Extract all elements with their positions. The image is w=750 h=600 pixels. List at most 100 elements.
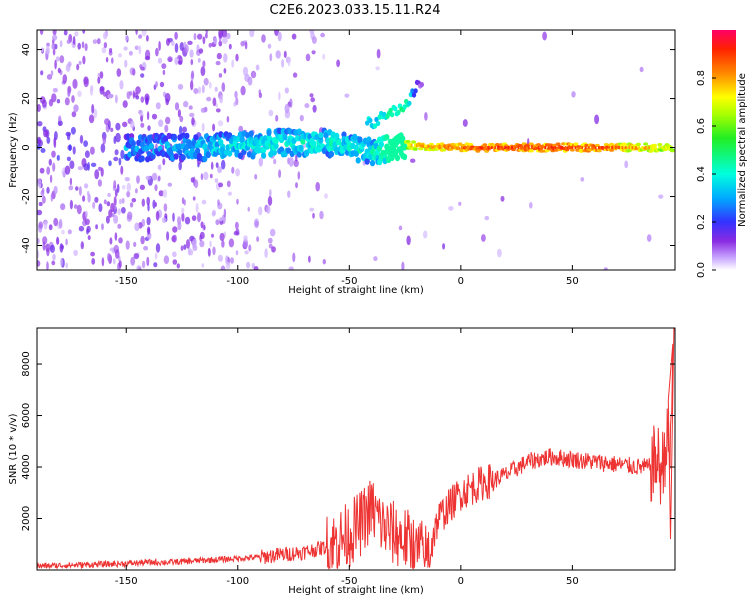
colorbar-label: Normalized spectral amplitude [737, 73, 748, 227]
spectrogram-noise-cell [166, 38, 170, 46]
spectrogram-noise-cell [76, 63, 80, 71]
spectrogram-core-cell [464, 146, 466, 150]
spectrogram-noise-cell [267, 237, 273, 244]
spectrogram-noise-cell [105, 215, 110, 224]
spectrogram-noise-cell [40, 148, 46, 153]
snr-frame [36, 327, 676, 571]
spectrogram-noise-cell [319, 210, 324, 220]
spectrogram-noise-cell [121, 197, 125, 204]
spectrogram-noise-cell [261, 34, 266, 43]
spectrogram-noise-cell [118, 198, 122, 205]
spectrogram-noise-cell [639, 66, 644, 73]
spectrogram-core-cell [598, 146, 600, 150]
spectrogram-noise-cell [406, 235, 411, 246]
spectrogram-noise-cell [124, 59, 128, 68]
spectrogram-core-cell [417, 144, 420, 148]
spectrogram-main-cell [286, 147, 292, 154]
spectrogram-noise-cell [82, 30, 86, 34]
spectrogram-noise-cell [246, 261, 251, 269]
spectrogram-noise-cell [59, 40, 63, 48]
spectrogram-noise-cell [52, 162, 56, 172]
spectrogram-noise-cell [46, 166, 51, 175]
spectrogram-noise-cell [122, 121, 128, 128]
spectrogram-noise-cell [49, 244, 56, 253]
spectrogram-noise-cell [126, 182, 131, 192]
spectrogram-noise-cell [210, 161, 214, 170]
spectrogram-core-cell [594, 146, 597, 150]
spectrogram-noise-cell [37, 178, 42, 187]
spectrogram-secondary-cell [411, 92, 417, 98]
spectrogram-main-cell [202, 143, 208, 150]
spectrogram-main-cell [561, 142, 566, 146]
spectrogram-noise-cell [271, 246, 276, 253]
spectrogram-core-cell [638, 146, 640, 150]
spectrogram-noise-cell [398, 225, 403, 231]
spectrogram-noise-cell [309, 93, 314, 98]
spectrogram-noise-cell [58, 218, 63, 229]
spectrogram-noise-cell [542, 31, 547, 41]
spectrogram-noise-cell [222, 36, 228, 45]
spectrogram-noise-cell [212, 246, 216, 256]
spectrogram-core-cell [460, 146, 463, 150]
spectrogram-main-cell [584, 143, 590, 147]
spectrogram-noise-cell [127, 211, 133, 220]
x-tick-label: -150 [115, 576, 138, 587]
spectrogram-noise-cell [90, 251, 95, 257]
spectrogram-main-cell [603, 143, 609, 147]
spectrogram-noise-cell [184, 44, 189, 53]
spectrogram-noise-cell [117, 208, 121, 215]
spectrogram-noise-cell [85, 210, 88, 218]
spectrogram-noise-cell [113, 214, 119, 224]
spectrogram-noise-cell [155, 102, 161, 110]
spectrogram-main-cell [552, 143, 557, 147]
x-tick-label: 0 [458, 276, 464, 287]
spectrogram-main-cell [195, 147, 201, 154]
spectrogram-main-cell [184, 132, 190, 140]
spectrogram-core-cell [427, 144, 430, 148]
spectrogram-noise-cell [52, 34, 58, 41]
spectrogram-core-cell [524, 146, 527, 150]
spectrogram-noise-cell [124, 35, 129, 41]
spectrogram-core-cell [494, 146, 497, 150]
spectrogram-core-cell [557, 146, 560, 150]
spectrogram-noise-cell [138, 45, 142, 55]
spectrogram-noise-cell [201, 84, 205, 94]
spectrogram-noise-cell [218, 182, 224, 188]
spectrogram-noise-cell [244, 250, 249, 255]
spectrogram-core-cell [621, 146, 624, 150]
spectrogram-noise-cell [88, 114, 95, 124]
spectrogram-core-cell [504, 146, 507, 150]
spectrogram-noise-cell [309, 207, 315, 212]
spectrogram-noise-cell [218, 73, 223, 78]
y-tick-label: 8000 [21, 351, 32, 376]
spectrogram-noise-cell [67, 61, 72, 67]
spectrogram-core-cell [624, 146, 627, 150]
spectrogram-noise-cell [192, 238, 197, 249]
spectrogram-noise-cell [221, 240, 225, 248]
spectrogram-noise-cell [132, 90, 135, 99]
spectrogram-noise-cell [130, 120, 135, 129]
spectrogram-main-cell [248, 130, 254, 137]
spectrogram-main-cell [227, 150, 233, 157]
y-tick-label: 20 [21, 92, 32, 105]
spectrogram-core-cell [658, 146, 661, 150]
spectrogram-noise-cell [209, 240, 212, 248]
spectrogram-main-cell [578, 149, 584, 153]
x-tick-label: 0 [458, 576, 464, 587]
spectrogram-noise-cell [233, 231, 239, 236]
spectrogram-noise-cell [308, 255, 311, 263]
spectrogram-noise-cell [107, 252, 111, 262]
spectrogram-noise-cell [91, 258, 96, 265]
spectrogram-noise-cell [106, 201, 111, 207]
spectrogram-noise-cell [174, 102, 180, 111]
spectrogram-main-cell [205, 151, 211, 159]
spectrogram-noise-cell [174, 57, 179, 65]
spectrogram-core-cell [434, 144, 436, 148]
spectrogram-core-cell [507, 146, 510, 150]
spectrogram-core-cell [430, 144, 433, 148]
spectrogram-core-cell [440, 145, 443, 149]
spectrogram-noise-cell [206, 96, 212, 102]
spectrogram-noise-cell [292, 72, 298, 78]
spectrogram-noise-cell [275, 114, 279, 122]
spectrogram-noise-cell [62, 74, 68, 84]
